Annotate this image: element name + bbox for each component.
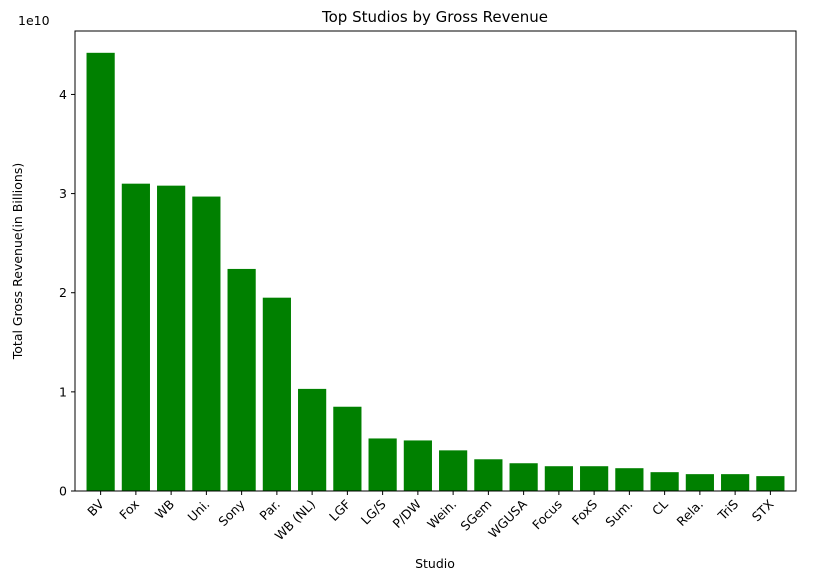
x-tick-label: Rela.	[674, 497, 706, 529]
bar-10	[439, 450, 468, 491]
bar-18	[721, 474, 750, 491]
y-tick-label: 4	[59, 87, 67, 102]
chart-title: Top Studios by Gross Revenue	[321, 8, 548, 26]
bar-5	[262, 297, 291, 491]
bar-7	[333, 406, 362, 491]
x-tick-label: STX	[749, 496, 777, 524]
x-axis-ticks: BV Fox WB Uni. Sony Par.WB (NL) LGF LG/S P/DW Wei…	[84, 491, 777, 543]
bar-1	[121, 183, 150, 491]
bar-12	[509, 463, 538, 491]
x-tick-label: Focus	[529, 497, 565, 533]
x-axis-title: Studio	[415, 556, 455, 571]
bar-2	[157, 185, 186, 492]
y-tick-label: 2	[59, 285, 67, 300]
x-tick-label: TriS	[714, 496, 741, 523]
x-tick-label: Sum.	[602, 497, 635, 530]
y-tick-label: 3	[59, 186, 67, 201]
bar-11	[474, 459, 503, 491]
y-axis-ticks: 0 1 2 3 4	[59, 87, 75, 499]
x-tick-label: LG/S	[358, 496, 389, 527]
x-tick-label: Uni.	[185, 497, 213, 525]
x-tick-label: LGF	[326, 497, 353, 524]
x-tick-label: WB	[152, 497, 177, 522]
bar-0	[86, 52, 115, 492]
x-tick-label: WGUSA	[485, 496, 530, 541]
bar-9	[403, 440, 432, 491]
bars-group	[86, 52, 785, 492]
plot-frame	[74, 30, 797, 492]
x-tick-label: Fox	[116, 497, 142, 523]
bar-4	[227, 268, 256, 491]
x-tick-label: BV	[84, 496, 107, 519]
y-offset-label: 1e10	[18, 13, 50, 28]
x-tick-label: P/DW	[390, 497, 424, 531]
bar-19	[756, 476, 785, 491]
x-tick-label: Wein.	[424, 497, 459, 532]
y-tick-label: 1	[59, 384, 67, 399]
x-tick-label: Sony	[215, 496, 248, 529]
bar-3	[192, 196, 221, 491]
bar-14	[580, 466, 609, 491]
bar-13	[544, 466, 573, 491]
y-axis-title: Total Gross Revenue(in Billions)	[10, 163, 25, 360]
x-tick-label: FoxS	[569, 496, 600, 527]
bar-15	[615, 468, 644, 491]
y-tick-label: 0	[59, 484, 67, 499]
x-tick-label: CL	[649, 496, 671, 518]
bar-6	[298, 388, 327, 491]
bar-8	[368, 438, 397, 491]
bar-17	[685, 474, 714, 491]
bar-16	[650, 472, 679, 491]
x-tick-label: Par.	[256, 497, 283, 524]
